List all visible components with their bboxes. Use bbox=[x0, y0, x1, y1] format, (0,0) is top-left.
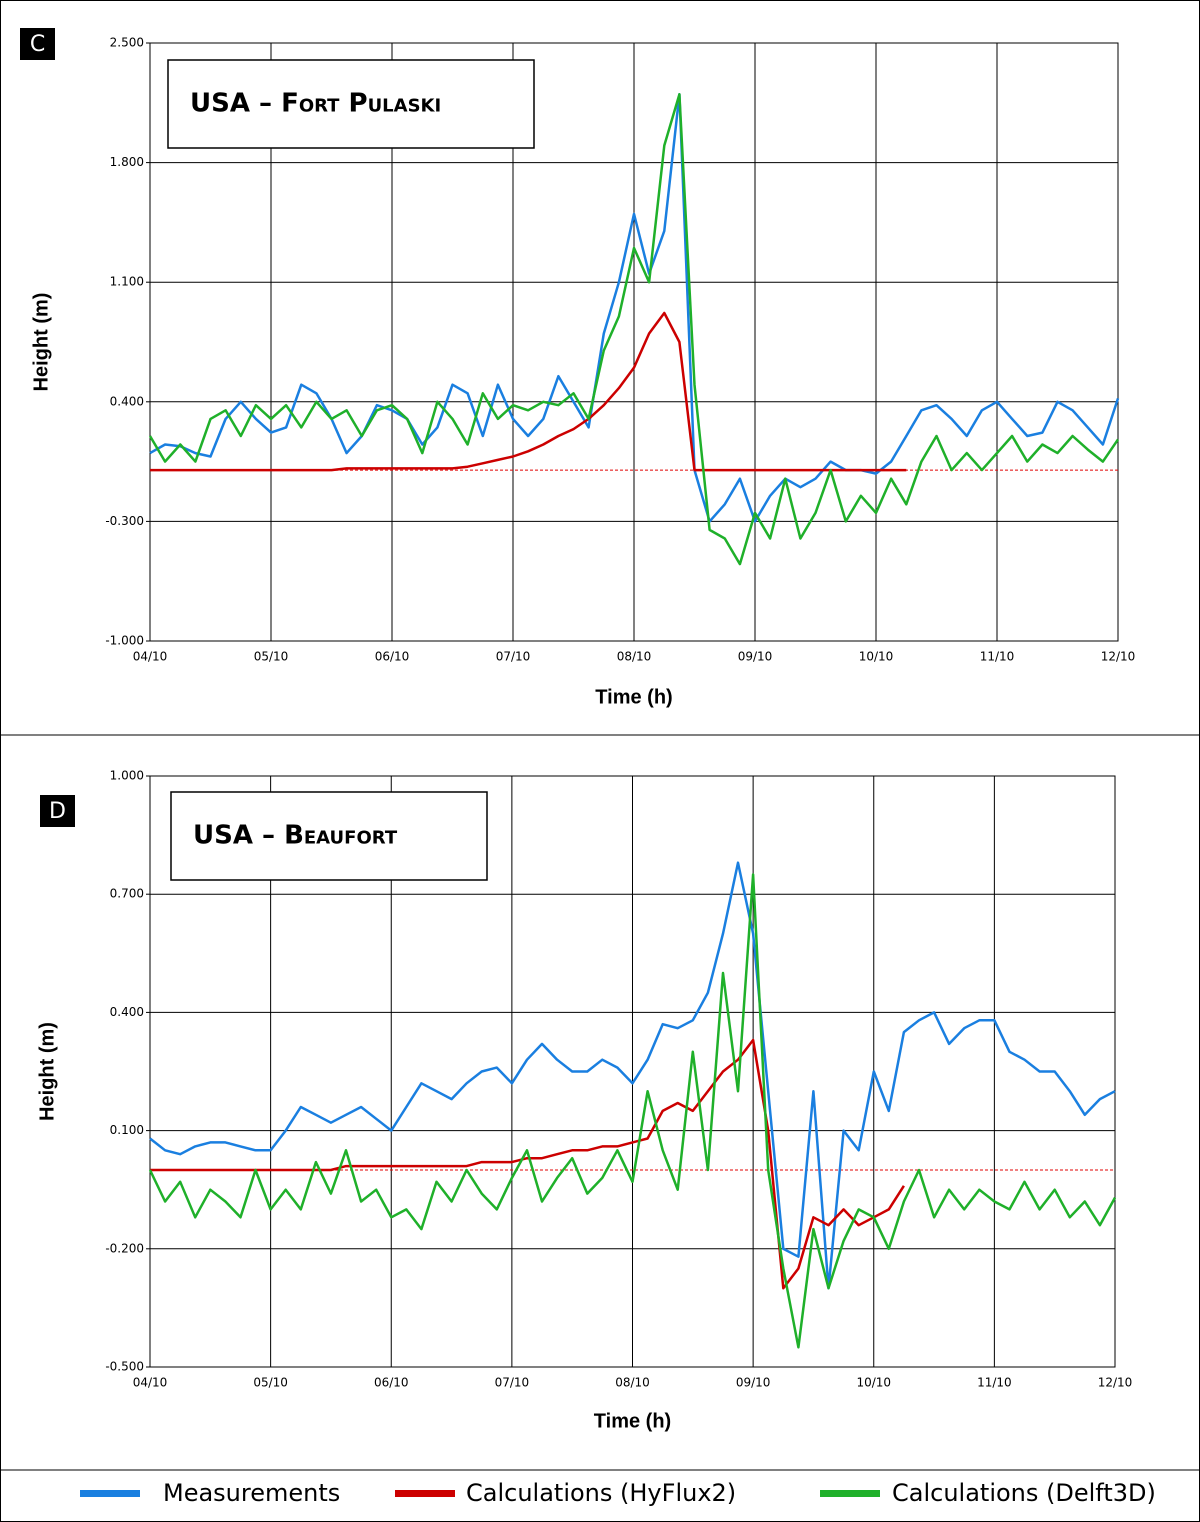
y-tick-label: -0.300 bbox=[105, 514, 144, 528]
x-tick-label: 08/10 bbox=[615, 1376, 650, 1390]
x-tick-label: 05/10 bbox=[253, 1376, 288, 1390]
panel-label: D bbox=[49, 799, 66, 824]
legend-swatch bbox=[80, 1490, 140, 1497]
panel-label: C bbox=[30, 32, 45, 57]
x-tick-label: 06/10 bbox=[375, 650, 410, 664]
y-tick-label: 1.800 bbox=[110, 155, 144, 169]
x-tick-label: 04/10 bbox=[133, 1376, 168, 1390]
x-axis-title: Time (h) bbox=[594, 1410, 671, 1432]
x-tick-label: 07/10 bbox=[496, 650, 531, 664]
x-tick-label: 05/10 bbox=[254, 650, 289, 664]
data-line bbox=[150, 311, 907, 472]
data-line bbox=[148, 93, 1120, 566]
legend-label: Calculations (HyFlux2) bbox=[466, 1479, 736, 1507]
y-tick-label: 0.700 bbox=[110, 887, 144, 901]
x-tick-label: 04/10 bbox=[133, 650, 168, 664]
y-tick-label: 0.400 bbox=[110, 394, 144, 408]
title-box bbox=[170, 791, 488, 881]
legend-label: Measurements bbox=[163, 1479, 340, 1507]
chart-title: USA – Fort Pulaski bbox=[190, 89, 441, 119]
data-line bbox=[148, 873, 1117, 1349]
panel-label-box bbox=[40, 795, 75, 827]
data-line bbox=[149, 93, 1120, 523]
y-tick-label: -1.000 bbox=[105, 634, 144, 648]
x-tick-label: 09/10 bbox=[736, 1376, 771, 1390]
x-tick-label: 06/10 bbox=[374, 1376, 409, 1390]
x-axis-title: Time (h) bbox=[595, 686, 672, 708]
legend-swatch bbox=[820, 1490, 880, 1497]
y-axis-title: Height (m) bbox=[30, 293, 52, 392]
x-tick-label: 12/10 bbox=[1101, 650, 1136, 664]
panel-label-box bbox=[20, 28, 55, 60]
x-tick-label: 10/10 bbox=[859, 650, 894, 664]
y-tick-label: -0.200 bbox=[105, 1241, 144, 1255]
title-box bbox=[167, 59, 535, 149]
y-tick-label: 0.400 bbox=[110, 1005, 144, 1019]
chart-title: USA – Beaufort bbox=[193, 821, 398, 851]
data-line bbox=[149, 861, 1116, 1290]
y-tick-label: 2.500 bbox=[110, 36, 144, 50]
legend-label: Calculations (Delft3D) bbox=[892, 1479, 1156, 1507]
y-tick-label: 0.100 bbox=[110, 1123, 144, 1137]
x-tick-label: 07/10 bbox=[495, 1376, 530, 1390]
x-tick-label: 10/10 bbox=[856, 1376, 891, 1390]
y-tick-label: 1.000 bbox=[110, 769, 144, 783]
y-tick-label: -0.500 bbox=[105, 1360, 144, 1374]
x-tick-label: 11/10 bbox=[977, 1376, 1012, 1390]
y-axis-title: Height (m) bbox=[36, 1022, 58, 1121]
legend-swatch bbox=[395, 1490, 455, 1497]
x-tick-label: 09/10 bbox=[738, 650, 773, 664]
y-tick-label: 1.100 bbox=[110, 275, 144, 289]
x-tick-label: 11/10 bbox=[980, 650, 1015, 664]
x-tick-label: 12/10 bbox=[1098, 1376, 1133, 1390]
x-tick-label: 08/10 bbox=[617, 650, 652, 664]
